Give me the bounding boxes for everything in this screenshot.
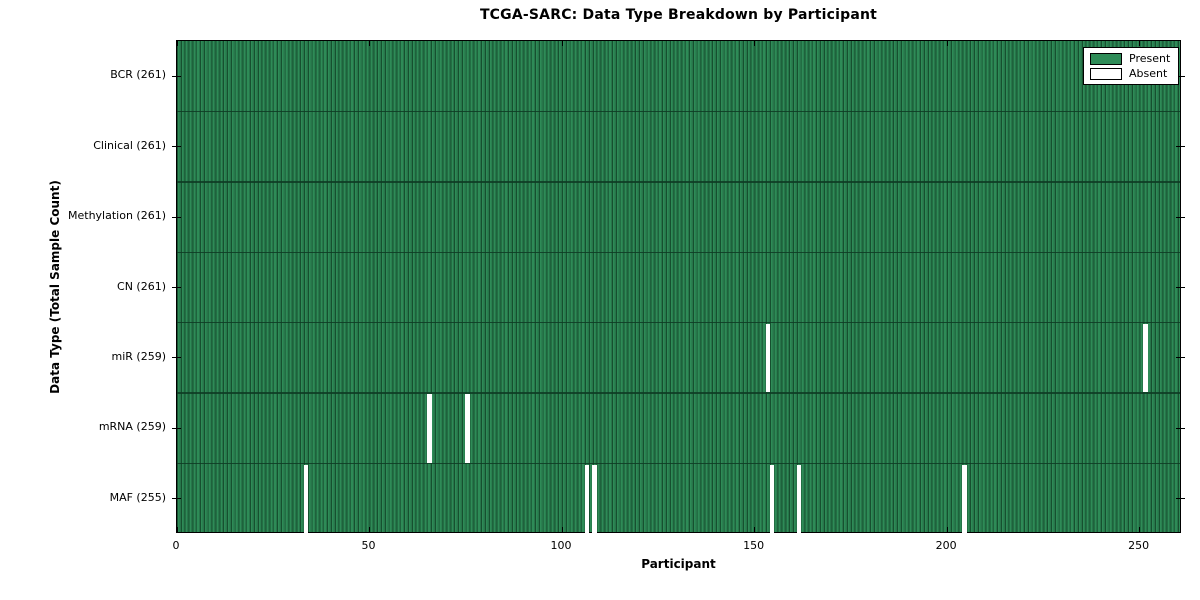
x-tick-label: 100: [550, 539, 572, 552]
x-tick: [754, 527, 756, 532]
row-separator: [177, 251, 1180, 253]
absent-gap-MAF-204: [962, 464, 967, 533]
x-tick: [176, 41, 178, 46]
y-tick: [1176, 146, 1185, 148]
x-tick: [1139, 527, 1141, 532]
x-tick: [369, 41, 371, 46]
x-tick: [946, 527, 948, 532]
y-tick: [172, 146, 181, 148]
absent-gap-MAF-106: [584, 464, 590, 533]
present-swatch: [1090, 52, 1122, 65]
y-tick: [172, 357, 181, 359]
y-tick: [1176, 287, 1185, 288]
x-tick: [561, 41, 563, 46]
x-tick: [561, 527, 563, 532]
absent-gap-mRNA-65: [426, 394, 432, 463]
absent-gap-MAF-161: [796, 464, 802, 533]
y-tick-label-miR: miR (259): [111, 349, 167, 363]
legend-label-present: Present: [1129, 51, 1171, 65]
legend-label-absent: Absent: [1129, 66, 1168, 80]
x-tick: [754, 41, 756, 46]
x-tick-label: 200: [935, 539, 957, 552]
x-tick: [1139, 41, 1141, 46]
y-tick: [172, 216, 181, 218]
row-separator: [177, 462, 1180, 465]
legend-item-present: Present: [1090, 51, 1172, 66]
y-tick: [1176, 75, 1185, 77]
x-tick-label: 50: [361, 539, 376, 552]
x-tick-label: 250: [1128, 539, 1150, 552]
absent-gap-mRNA-75: [465, 394, 471, 463]
y-tick-label-Clinical: Clinical (261): [93, 138, 166, 152]
x-axis-title: Participant: [641, 557, 716, 571]
chart-title: TCGA-SARC: Data Type Breakdown by Partic…: [479, 7, 878, 23]
plot-area: [172, 40, 1185, 533]
absent-gap-miR-153: [765, 323, 771, 393]
y-tick: [1176, 357, 1185, 359]
legend: Present Absent: [1083, 47, 1179, 85]
absent-gap-MAF-33: [303, 464, 309, 533]
row-separator: [177, 110, 1180, 113]
y-tick: [172, 498, 181, 500]
x-tick: [946, 41, 948, 46]
x-tick-label: 0: [172, 539, 180, 552]
absent-gap-MAF-154: [769, 464, 775, 533]
y-tick-label-Methylation: Methylation (261): [68, 209, 166, 223]
x-tick: [369, 527, 371, 532]
y-tick: [172, 75, 181, 77]
x-tick: [176, 527, 178, 532]
y-tick: [1176, 216, 1185, 218]
y-tick: [172, 287, 181, 288]
absent-swatch: [1090, 67, 1122, 80]
y-tick-label-MAF: MAF (255): [109, 490, 166, 504]
absent-gap-MAF-108: [592, 464, 598, 533]
y-tick: [1176, 498, 1185, 500]
absent-gap-miR-251: [1143, 323, 1148, 393]
y-tick-label-mRNA: mRNA (259): [98, 420, 166, 434]
row-separator: [177, 322, 1180, 324]
x-tick-label: 150: [743, 539, 765, 552]
y-tick: [1176, 427, 1185, 429]
row-separator: [177, 392, 1180, 394]
y-tick: [172, 427, 181, 429]
legend-item-absent: Absent: [1090, 66, 1172, 81]
y-tick-label-BCR: BCR (261): [110, 68, 166, 82]
row-separator: [177, 181, 1180, 183]
y-tick-label-CN: CN (261): [117, 279, 166, 293]
